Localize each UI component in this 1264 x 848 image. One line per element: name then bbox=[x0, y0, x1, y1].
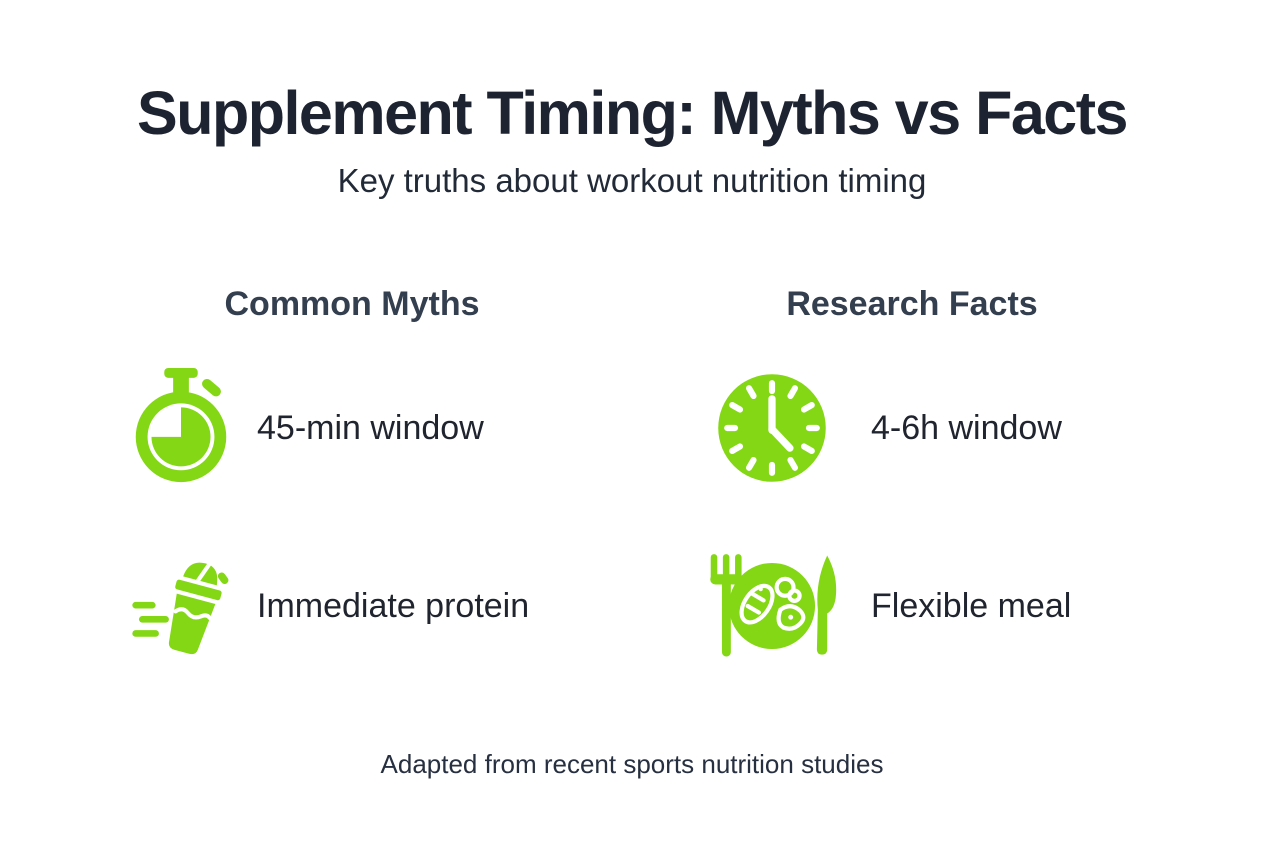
myth-item-immediate-protein: Immediate protein bbox=[132, 546, 567, 666]
footer-note: Adapted from recent sports nutrition stu… bbox=[380, 749, 884, 779]
comparison-columns: Common Myths 45-min window bbox=[0, 286, 1264, 666]
myth-item-label: Immediate protein bbox=[257, 586, 530, 625]
clock-icon bbox=[697, 368, 847, 488]
fact-item-flexible-meal: Flexible meal bbox=[697, 546, 1127, 666]
shaker-bottle-icon bbox=[129, 546, 233, 666]
myths-column: Common Myths 45-min window bbox=[132, 285, 567, 666]
fact-item-label: Flexible meal bbox=[871, 586, 1072, 625]
facts-column: Research Facts bbox=[697, 286, 1127, 666]
myth-item-label: 45-min window bbox=[257, 408, 484, 447]
page-subtitle: Key truths about workout nutrition timin… bbox=[337, 162, 927, 199]
myths-column-header: Common Myths bbox=[224, 285, 480, 323]
fact-item-label: 4-6h window bbox=[871, 408, 1062, 447]
fact-item-timing-window: 4-6h window bbox=[697, 368, 1127, 488]
stopwatch-icon bbox=[129, 368, 233, 488]
meal-plate-icon bbox=[697, 546, 847, 666]
page-title: Supplement Timing: Myths vs Facts bbox=[137, 79, 1128, 147]
facts-column-header: Research Facts bbox=[786, 285, 1038, 323]
myth-item-timing-window: 45-min window bbox=[135, 368, 567, 488]
